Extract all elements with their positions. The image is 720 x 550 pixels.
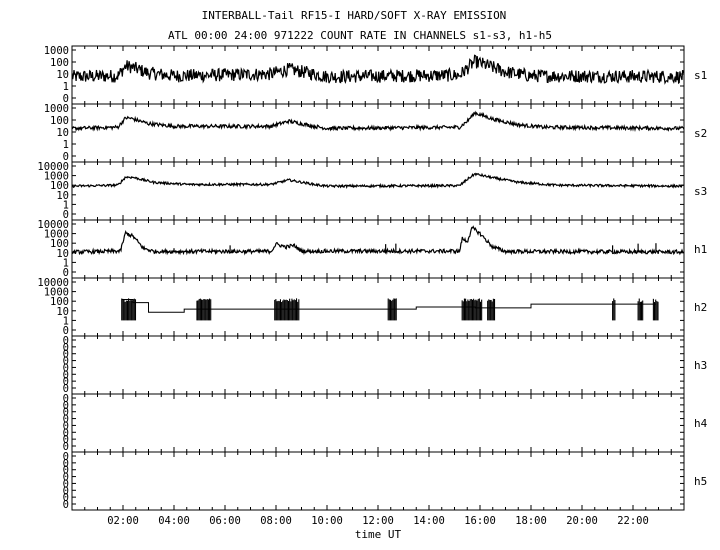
channel-label: h4 [694,417,708,430]
x-tick-label: 14:00 [413,515,445,527]
y-tick-label: 0 [63,151,69,163]
y-tick-label: 0 [63,267,69,279]
y-tick-label: 100 [50,180,69,192]
x-tick-label: 18:00 [515,515,547,527]
y-tick-label: 0 [63,335,69,347]
y-tick-label: 0 [63,362,69,374]
x-axis-label: time UT [355,528,402,541]
x-tick-label: 20:00 [566,515,598,527]
y-tick-label: 1 [63,139,69,151]
y-tick-label: 1 [63,199,69,211]
x-tick-label: 08:00 [260,515,292,527]
y-tick-label: 10 [56,69,69,81]
y-tick-label: 1000 [44,103,69,115]
y-tick-label: 1000 [44,45,69,57]
channel-label: h1 [694,243,707,256]
x-tick-label: 10:00 [311,515,343,527]
y-tick-label: 10 [56,248,69,260]
y-tick-label: 100 [50,57,69,69]
series-line-s1 [71,54,685,85]
channel-label: s1 [694,69,707,82]
y-tick-label: 100 [50,115,69,127]
series-line-s2 [71,110,685,132]
y-tick-label: 0 [63,465,69,477]
y-tick-label: 10 [56,306,69,318]
y-tick-label: 0 [63,478,69,490]
x-tick-label: 04:00 [158,515,190,527]
y-tick-label: 1 [63,81,69,93]
y-tick-label: 1000 [44,287,69,299]
y-tick-label: 0 [63,414,69,426]
y-tick-label: 0 [63,349,69,361]
x-axis: 02:00 04:00 06:00 08:00 10:00 12:00 14:00 16:00… [107,515,649,527]
y-tick-label: 10 [56,127,69,139]
y-tick-label: 0 [63,472,69,484]
x-tick-label: 16:00 [464,515,496,527]
y-tick-label: 0 [63,383,69,395]
y-tick-label: 1 [63,257,69,269]
channel-label: h3 [694,359,707,372]
channel-label: h5 [694,475,707,488]
y-tick-label: 0 [63,209,69,221]
y-tick-label: 0 [63,427,69,439]
y-tick-label: 1 [63,315,69,327]
y-tick-label: 0 [63,342,69,354]
y-tick-label: 0 [63,407,69,419]
y-tick-label: 1000 [44,229,69,241]
channel-label: s2 [694,127,707,140]
y-tick-label: 100 [50,296,69,308]
y-tick-label: 10000 [37,161,69,173]
y-tick-label: 0 [63,499,69,511]
y-tick-label: 0 [63,393,69,405]
y-tick-label: 1000 [44,171,69,183]
y-tick-label: 0 [63,420,69,432]
y-tick-label: 0 [63,325,69,337]
x-tick-label: 22:00 [617,515,649,527]
y-tick-label: 0 [63,492,69,504]
x-tick-label: 02:00 [107,515,139,527]
channel-label: h2 [694,301,707,314]
y-tick-label: 0 [63,93,69,105]
y-tick-label: 100 [50,238,69,250]
y-tick-label: 0 [63,376,69,388]
y-tick-label: 0 [63,400,69,412]
panel-group: s110001001010s210001001010s3100001000100… [37,45,707,511]
y-tick-label: 0 [63,369,69,381]
series-line-s3 [71,172,685,189]
y-tick-label: 0 [63,441,69,453]
x-tick-label: 06:00 [209,515,241,527]
chart-title: INTERBALL-Tail RF15-I HARD/SOFT X-RAY EM… [202,9,507,22]
channel-label: s3 [694,185,707,198]
y-tick-label: 10 [56,190,69,202]
y-tick-label: 0 [63,434,69,446]
y-tick-label: 10000 [37,277,69,289]
chart-subtitle: ATL 00:00 24:00 971222 COUNT RATE IN CHA… [168,29,552,42]
y-tick-label: 0 [63,485,69,497]
y-tick-label: 0 [63,458,69,470]
y-tick-label: 0 [63,451,69,463]
y-tick-label: 10000 [37,219,69,231]
y-tick-label: 0 [63,356,69,368]
x-tick-label: 12:00 [362,515,394,527]
